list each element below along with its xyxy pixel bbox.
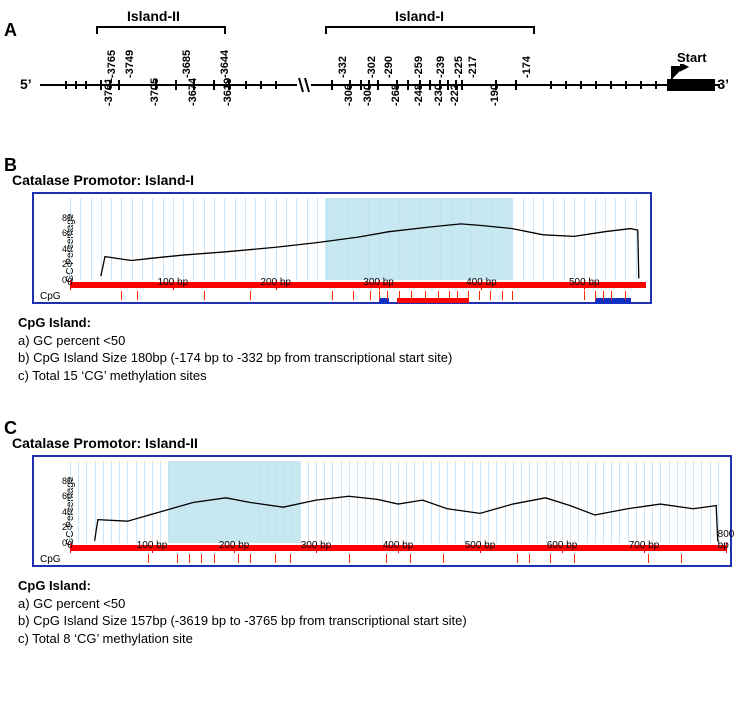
- panel-b-info: CpG Island: a) GC percent <50 b) CpG Isl…: [18, 314, 734, 384]
- panel-b-title: Catalase Promotor: Island-I: [12, 172, 734, 188]
- chart-b-ruler: [70, 282, 646, 288]
- panel-c-info: CpG Island: a) GC percent <50 b) CpG Isl…: [18, 577, 734, 647]
- info-b-b: b) CpG Island Size 180bp (-174 bp to -33…: [18, 349, 734, 367]
- genomic-axis: [40, 84, 720, 86]
- start-label: Start: [677, 50, 707, 65]
- panel-b: Catalase Promotor: Island-I GC Percentag…: [12, 172, 734, 384]
- chart-c-cpg-label: CpG: [40, 554, 61, 565]
- info-c-title: CpG Island:: [18, 577, 734, 595]
- chart-b-cpg-label: CpG: [40, 291, 61, 302]
- info-c-c: c) Total 8 ‘CG’ methylation site: [18, 630, 734, 648]
- chart-c-cpg-row: [70, 553, 726, 565]
- island1-bracket: [325, 26, 535, 34]
- start-arrow-icon: [670, 64, 690, 78]
- chart-c-plot: [70, 461, 726, 543]
- island2-bracket: [96, 26, 226, 34]
- island1-title: Island-I: [395, 8, 444, 24]
- info-b-c: c) Total 15 ‘CG’ methylation sites: [18, 367, 734, 385]
- info-c-b: b) CpG Island Size 157bp (-3619 bp to -3…: [18, 612, 734, 630]
- panel-c: Catalase Promotor: Island-II GC Percenta…: [12, 435, 734, 647]
- info-b-title: CpG Island:: [18, 314, 734, 332]
- axis-break: [297, 76, 311, 94]
- chart-b-plot: [70, 198, 646, 280]
- five-prime: 5’: [20, 76, 32, 92]
- island2-title: Island-II: [127, 8, 180, 24]
- panel-a: Island-II Island-I 5’ 3’ Start -3765-374…: [15, 8, 731, 138]
- chart-c-frame: GC Percentage CpG 0204060800100 bp200 bp…: [32, 455, 732, 567]
- panel-c-title: Catalase Promotor: Island-II: [12, 435, 734, 451]
- info-c-a: a) GC percent <50: [18, 595, 734, 613]
- info-b-a: a) GC percent <50: [18, 332, 734, 350]
- chart-b-frame: GC Percentage CpG 0204060800100 bp200 bp…: [32, 192, 652, 304]
- chart-b-cpg-row: [70, 290, 646, 302]
- start-box: [667, 79, 715, 91]
